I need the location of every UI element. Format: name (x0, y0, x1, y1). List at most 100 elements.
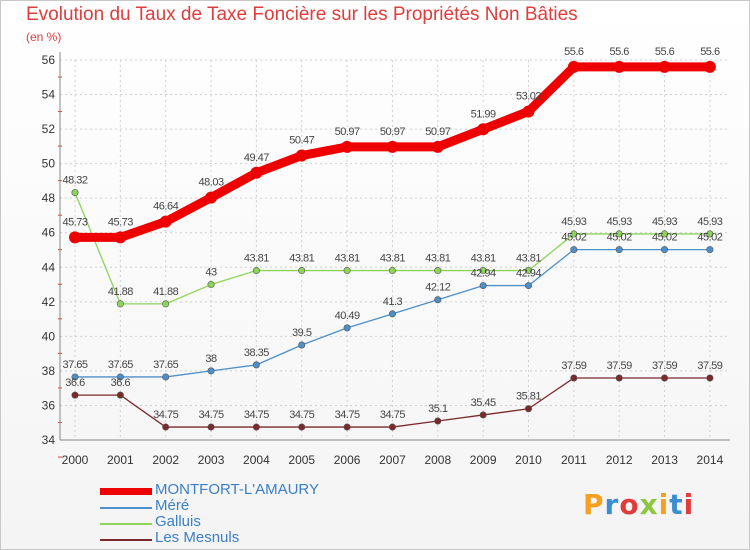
data-point (298, 423, 306, 431)
logo-letter: o (619, 488, 640, 521)
data-label: 46.64 (153, 201, 178, 213)
data-point (71, 189, 79, 197)
data-point (570, 374, 578, 382)
data-point (343, 423, 351, 431)
y-tick-label: 56 (42, 53, 56, 67)
data-point (162, 300, 170, 308)
data-label: 34.75 (380, 409, 405, 421)
data-point (298, 267, 306, 275)
series-layer (69, 60, 716, 431)
y-tick-label: 40 (42, 329, 56, 343)
data-label: 50.97 (380, 126, 405, 138)
data-label: 45.02 (607, 232, 632, 244)
data-point (207, 281, 215, 289)
data-point (479, 282, 487, 290)
y-tick-label: 36 (42, 398, 56, 412)
data-point (250, 166, 263, 179)
data-label: 43.81 (335, 253, 360, 265)
x-tick-label: 2007 (379, 453, 406, 467)
x-tick-label: 2008 (424, 453, 451, 467)
data-label: 43.81 (471, 253, 496, 265)
data-label: 42.94 (516, 268, 541, 280)
data-point (434, 267, 442, 275)
x-tick-label: 2012 (606, 453, 633, 467)
data-point (116, 391, 124, 399)
data-point (524, 282, 532, 290)
data-point (162, 423, 170, 431)
logo-letter: i (683, 488, 695, 521)
x-tick-label: 2001 (107, 453, 134, 467)
data-label: 39.5 (292, 327, 312, 339)
data-point (706, 230, 714, 238)
data-label: 45.73 (108, 216, 133, 228)
data-point (479, 411, 487, 419)
data-label: 51.99 (471, 108, 496, 120)
data-point (386, 140, 399, 153)
data-point (207, 367, 215, 375)
legend-swatch (100, 507, 152, 509)
data-point (252, 267, 260, 275)
data-point (69, 231, 81, 244)
data-point (252, 361, 260, 369)
data-label: 35.45 (471, 397, 496, 409)
data-point (658, 60, 671, 73)
data-label: 37.59 (607, 360, 632, 372)
data-label: 34.75 (199, 409, 224, 421)
data-label: 35.81 (516, 391, 541, 403)
data-label: 45.02 (561, 232, 586, 244)
data-point (615, 374, 623, 382)
data-label: 55.6 (564, 46, 584, 58)
data-label: 45.02 (652, 232, 677, 244)
data-point (613, 60, 626, 73)
data-point (524, 405, 532, 413)
data-label: 48.03 (199, 177, 224, 189)
x-tick-label: 2005 (288, 453, 315, 467)
logo-letter: i (658, 488, 670, 521)
legend-swatch (100, 523, 152, 525)
chart-title: Evolution du Taux de Taxe Foncière sur l… (26, 4, 578, 25)
data-label: 38 (205, 353, 217, 365)
y-tick-label: 38 (42, 364, 56, 378)
data-label: 45.93 (561, 216, 586, 228)
data-label: 36.6 (111, 377, 131, 389)
data-point (116, 300, 124, 308)
y-tick-label: 54 (42, 88, 56, 102)
data-label: 45.93 (607, 216, 632, 228)
y-tick-label: 52 (42, 122, 56, 136)
data-label: 35.1 (428, 403, 448, 415)
data-point (162, 373, 170, 381)
data-label: 45.73 (62, 216, 87, 228)
data-label: 34.75 (244, 409, 269, 421)
data-point (431, 140, 444, 153)
data-label: 37.65 (153, 359, 178, 371)
data-point (71, 391, 79, 399)
data-point (116, 373, 124, 381)
data-point (341, 140, 354, 153)
data-point (570, 246, 578, 254)
legend-label: Galluis (155, 513, 201, 530)
data-labels: 45.73 45.73 46.64 48.03 49.47 50.47 50.97 50.97… (62, 46, 723, 421)
data-point (343, 267, 351, 275)
data-point (661, 230, 669, 238)
data-point (71, 373, 79, 381)
data-point (522, 105, 535, 118)
data-label: 34.75 (289, 409, 314, 421)
logo-letter: t (669, 488, 684, 521)
legend-swatch (100, 488, 152, 495)
legend-label: MONTFORT-L'AMAURY (155, 481, 319, 498)
data-point (706, 246, 714, 254)
data-label: 50.97 (425, 126, 450, 138)
data-label: 34.75 (335, 409, 360, 421)
data-label: 36.6 (65, 377, 85, 389)
data-label: 40.49 (335, 310, 360, 322)
logo-letter: P (583, 488, 605, 521)
proxiti-logo: Proxiti (583, 488, 694, 521)
data-label: 41.88 (153, 286, 178, 298)
data-point (570, 230, 578, 238)
data-label: 53.02 (516, 90, 541, 102)
data-label: 37.59 (561, 360, 586, 372)
data-point (479, 267, 487, 275)
data-point (434, 296, 442, 304)
